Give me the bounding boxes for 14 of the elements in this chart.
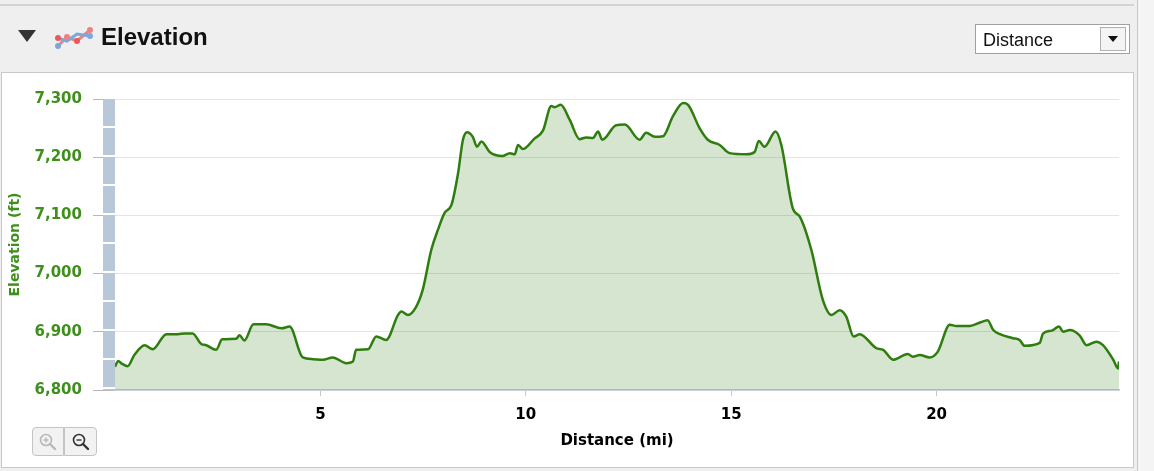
y-axis-title: Elevation (ft) bbox=[6, 192, 23, 297]
y-tick-label: 7,300 bbox=[34, 88, 82, 107]
y-tick-label: 7,200 bbox=[34, 147, 82, 166]
x-tick-label: 10 bbox=[515, 404, 537, 423]
x-tick-label: 15 bbox=[720, 404, 742, 423]
y-tick-label: 6,900 bbox=[34, 321, 82, 340]
chart-title: Elevation bbox=[101, 22, 208, 52]
dropdown-field: Distance bbox=[975, 24, 1130, 54]
x-tick-label: 20 bbox=[926, 404, 948, 423]
x-tick-label: 5 bbox=[315, 404, 326, 423]
x-axis-title: Distance (mi) bbox=[560, 430, 674, 449]
y-tick-label: 6,800 bbox=[34, 379, 82, 398]
y-tick-label: 7,100 bbox=[34, 205, 82, 224]
y-tick-label: 7,000 bbox=[34, 263, 82, 282]
